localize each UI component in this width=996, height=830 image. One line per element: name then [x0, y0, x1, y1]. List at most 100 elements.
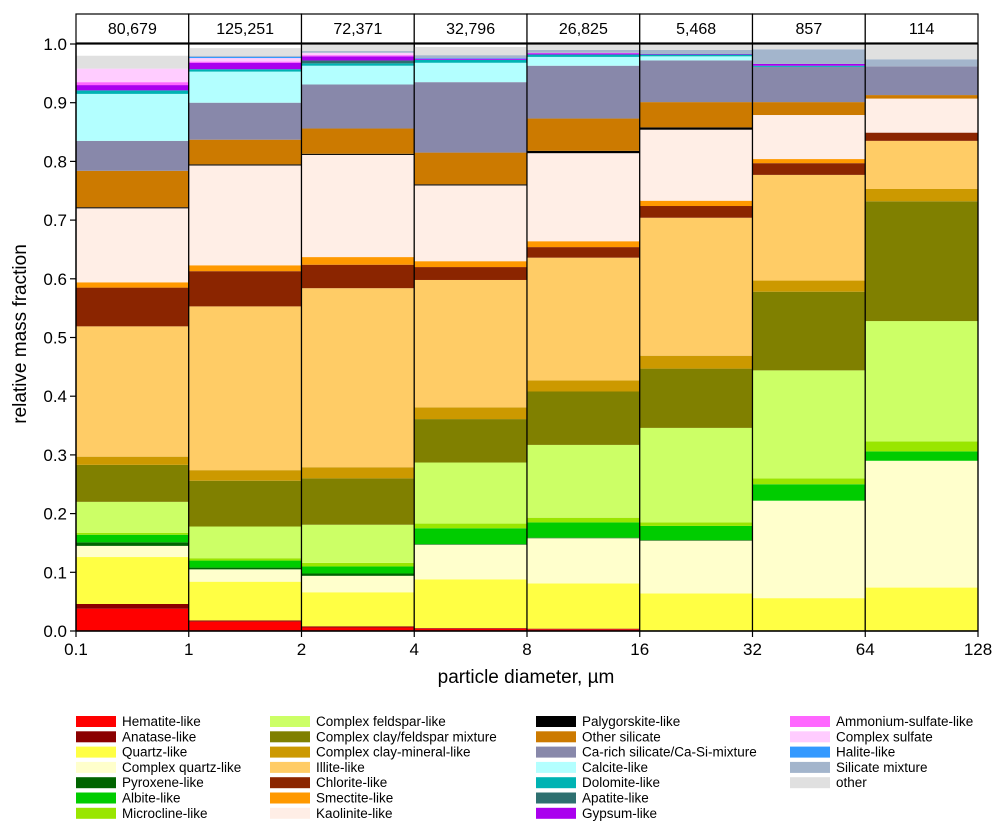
bar-segment-quartz-like-bin-3 [301, 592, 415, 627]
legend-label-quartz-like: Quartz-like [122, 745, 187, 760]
bar-segment-pyroxene-like-bin-5 [527, 537, 640, 539]
x-tick-label-4: 8 [522, 640, 531, 659]
bar-segment-silicate-mixture-bin-8 [865, 59, 978, 67]
bar-segment-dolomite-like-bin-7 [752, 65, 866, 67]
bar-segment-chlorite-like-bin-5 [527, 247, 640, 258]
bar-segment-complex-quartz-like-bin-1 [76, 545, 189, 558]
bar-segment-complex-clay-mineral-like-bin-5 [527, 380, 640, 392]
bar-segment-albite-like-bin-8 [865, 451, 978, 461]
bar-segment-silicate-mixture-bin-6 [639, 49, 753, 54]
bar-segment-silicate-mixture-bin-4 [414, 55, 527, 59]
bar-segment-hematite-like-bin-3 [301, 627, 415, 631]
bar-segment-anatase-like-bin-3 [301, 626, 415, 628]
bin-count-row: 80,679 125,251 72,371 32,796 26,825 5,468 857 1… [75, 13, 979, 44]
bar-segment-gypsum-like-bin-4 [414, 58, 527, 60]
bin-count-box-7 [751, 13, 866, 44]
bin-count-label-3: 72,371 [333, 21, 382, 38]
bar-segment-complex-feldspar-like-bin-5 [527, 444, 640, 518]
bar-segment-chlorite-like-bin-4 [414, 267, 527, 280]
bar-segment-quartz-like-bin-2 [188, 581, 302, 621]
bar-segment-complex-clay-feldspar-mixture-bin-7 [752, 291, 866, 371]
legend-swatch-silicate-mixture [790, 761, 830, 773]
bar-segment-albite-like-bin-6 [639, 525, 753, 541]
legend-swatch-pyroxene-like [76, 777, 116, 789]
bar-segment-illite-like-bin-6 [639, 217, 753, 356]
legend-swatch-anatase-like [76, 731, 116, 743]
x-tick-label-8: 128 [964, 640, 992, 659]
legend-swatch-albite-like [76, 792, 116, 804]
bar-segment-albite-like-bin-5 [527, 522, 640, 538]
legend-swatch-complex-clay-mineral-like [270, 746, 310, 758]
legend-label-complex-feldspar-like: Complex feldspar-like [316, 714, 446, 729]
bar-segment-smectite-like-bin-6 [639, 200, 753, 207]
bar-segment-chlorite-like-bin-8 [865, 132, 978, 141]
bar-segment-kaolinite-like-bin-2 [188, 165, 302, 266]
bar-segment-complex-clay-feldspar-mixture-bin-3 [301, 478, 415, 525]
y-tick-label-3: 0.3 [43, 446, 67, 465]
bar-segment-microcline-like-bin-1 [76, 532, 189, 535]
bin-count-box-2 [188, 13, 303, 44]
legend-label-anatase-like: Anatase-like [122, 729, 196, 744]
legend-swatch-complex-feldspar-like [270, 716, 310, 727]
bar-segment-smectite-like-bin-3 [301, 257, 415, 265]
bar-segment-complex-sulfate-bin-2 [188, 58, 302, 62]
bar-segment-pyroxene-like-bin-4 [414, 544, 527, 545]
x-tick-label-6: 32 [743, 640, 762, 659]
bar-segment-microcline-like-bin-3 [301, 562, 415, 567]
bar-segment-dolomite-like-bin-1 [76, 90, 189, 94]
legend-label-microcline-like: Microcline-like [122, 806, 208, 821]
legend-swatch-quartz-like [76, 746, 116, 758]
bar-segment-gypsum-like-bin-7 [752, 63, 866, 66]
bar-segment-complex-clay-mineral-like-bin-2 [188, 470, 302, 481]
bar-segment-complex-feldspar-like-bin-7 [752, 370, 866, 479]
bar-segment-complex-quartz-like-bin-4 [414, 544, 527, 580]
bar-segment-complex-clay-feldspar-mixture-bin-8 [865, 201, 978, 322]
bar-segment-calcite-like-bin-2 [188, 71, 302, 103]
y-tick-label-8: 0.8 [43, 152, 67, 171]
bar-segment-quartz-like-bin-5 [527, 583, 640, 629]
bar-segment-anatase-like-bin-1 [76, 604, 189, 609]
bar-segment-hematite-like-bin-2 [188, 621, 302, 631]
bar-segment-ammonium-sulfate-like-bin-5 [527, 52, 640, 54]
bin-count-label-5: 26,825 [559, 21, 608, 38]
bar-segment-microcline-like-bin-5 [527, 517, 640, 523]
bin-count-box-4 [413, 13, 528, 44]
bar-segment-anatase-like-bin-2 [188, 620, 302, 622]
bar-segment-silicate-mixture-bin-3 [301, 51, 415, 53]
bar-segment-silicate-mixture-bin-2 [188, 55, 302, 57]
bar-segment-illite-like-bin-3 [301, 288, 415, 468]
bar-segment-palygorskite-like-bin-3 [301, 153, 415, 155]
bar-segment-illite-like-bin-1 [76, 326, 189, 457]
y-tick-label-2: 0.2 [43, 505, 67, 524]
bar-segment-complex-feldspar-like-bin-2 [188, 526, 302, 559]
bar-segment-complex-quartz-like-bin-2 [188, 569, 302, 582]
bar-segment-smectite-like-bin-5 [527, 241, 640, 248]
bar-segment-other-bin-3 [301, 44, 415, 52]
bar-segment-complex-quartz-like-bin-6 [639, 540, 753, 594]
bar-segment-palygorskite-like-bin-4 [414, 184, 527, 186]
legend-swatch-chlorite-like [270, 777, 310, 789]
axes-layer: 0.00.10.20.30.40.50.60.70.80.91.00.1 1 2 4 8… [43, 35, 992, 659]
bar-segment-hematite-like-bin-5 [527, 629, 640, 631]
bar-segment-microcline-like-bin-6 [639, 522, 753, 526]
bar-segment-complex-feldspar-like-bin-4 [414, 462, 527, 524]
y-tick-label-10: 1.0 [43, 35, 67, 54]
bar-segment-palygorskite-like-bin-6 [639, 127, 753, 130]
bar-segment-kaolinite-like-bin-5 [527, 153, 640, 242]
bar-segment-other-silicate-bin-7 [752, 102, 866, 116]
bar-segment-complex-clay-feldspar-mixture-bin-6 [639, 368, 753, 428]
bar-segment-other-bin-8 [865, 45, 978, 60]
legend-label-other-silicate: Other silicate [582, 729, 661, 744]
bar-segment-chlorite-like-bin-6 [639, 206, 753, 218]
bar-segment-smectite-like-bin-2 [188, 265, 302, 272]
bar-segment-other-silicate-bin-1 [76, 170, 189, 208]
bar-segment-illite-like-bin-2 [188, 306, 302, 471]
legend-label-pyroxene-like: Pyroxene-like [122, 775, 204, 790]
bar-segment-calcite-like-bin-4 [414, 62, 527, 83]
bar-segment-albite-like-bin-3 [301, 566, 415, 574]
bin-count-box-8 [864, 13, 979, 44]
bar-segment-complex-sulfate-bin-3 [301, 52, 415, 56]
legend-label-complex-sulfate: Complex sulfate [836, 729, 933, 744]
bar-segment-kaolinite-like-bin-8 [865, 98, 978, 133]
bar-segment-other-bin-1 [76, 55, 189, 69]
